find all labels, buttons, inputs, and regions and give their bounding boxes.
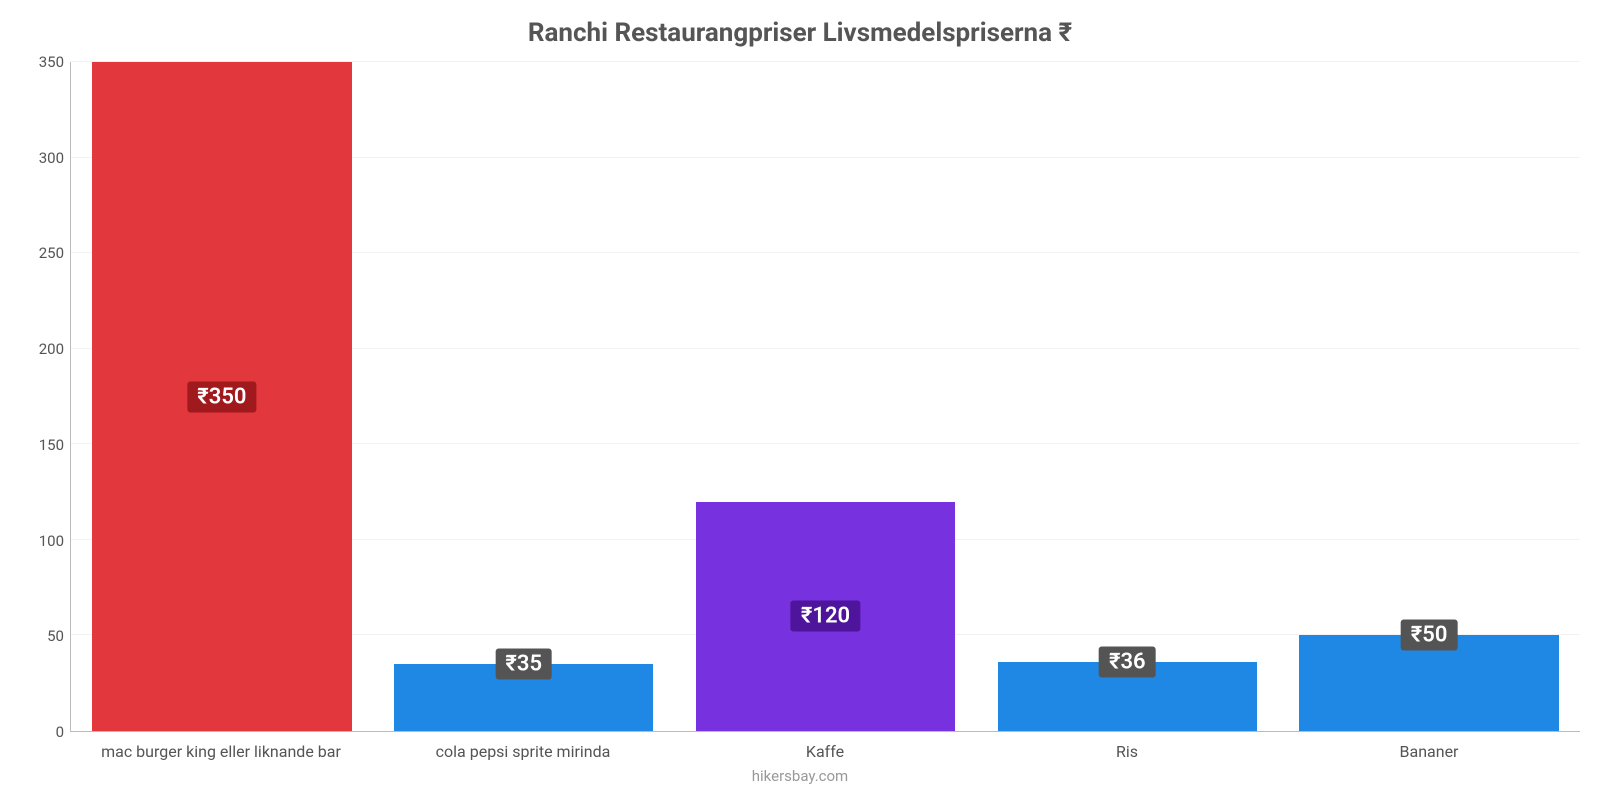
y-axis: 050100150200250300350 <box>20 62 70 732</box>
x-tick-label: Bananer <box>1278 732 1580 761</box>
y-tick-label: 350 <box>20 53 64 71</box>
x-tick-label: mac burger king eller liknande bar <box>70 732 372 761</box>
bar: ₹50 <box>1299 635 1559 731</box>
bar: ₹350 <box>92 62 352 731</box>
bar: ₹35 <box>394 664 654 731</box>
x-tick-label: Ris <box>976 732 1278 761</box>
x-tick-label: Kaffe <box>674 732 976 761</box>
y-tick-label: 0 <box>20 723 64 741</box>
value-label: ₹350 <box>187 381 256 412</box>
price-chart: Ranchi Restaurangpriser Livsmedelspriser… <box>0 0 1600 800</box>
plot-area: ₹350 ₹35 ₹120 ₹36 ₹50 <box>70 62 1580 732</box>
value-label: ₹36 <box>1099 647 1156 678</box>
bar-slot: ₹120 <box>675 62 977 731</box>
value-label: ₹120 <box>791 601 860 632</box>
bar-slot: ₹35 <box>373 62 675 731</box>
chart-footer: hikersbay.com <box>20 767 1580 785</box>
x-tick-label: cola pepsi sprite mirinda <box>372 732 674 761</box>
bars-container: ₹350 ₹35 ₹120 ₹36 ₹50 <box>71 62 1580 731</box>
bar: ₹36 <box>998 662 1258 731</box>
bar-slot: ₹50 <box>1278 62 1580 731</box>
chart-title: Ranchi Restaurangpriser Livsmedelspriser… <box>20 18 1580 48</box>
x-axis: mac burger king eller liknande barcola p… <box>70 732 1580 761</box>
value-label: ₹50 <box>1401 620 1458 651</box>
plot-row: 050100150200250300350 ₹350₹35₹120₹36₹50 <box>20 62 1580 732</box>
bar-slot: ₹36 <box>976 62 1278 731</box>
y-tick-label: 250 <box>20 244 64 262</box>
y-tick-label: 50 <box>20 627 64 645</box>
y-tick-label: 100 <box>20 532 64 550</box>
bar: ₹120 <box>696 502 956 731</box>
bar-slot: ₹350 <box>71 62 373 731</box>
value-label: ₹35 <box>495 649 552 680</box>
y-tick-label: 150 <box>20 436 64 454</box>
y-tick-label: 200 <box>20 340 64 358</box>
y-tick-label: 300 <box>20 149 64 167</box>
